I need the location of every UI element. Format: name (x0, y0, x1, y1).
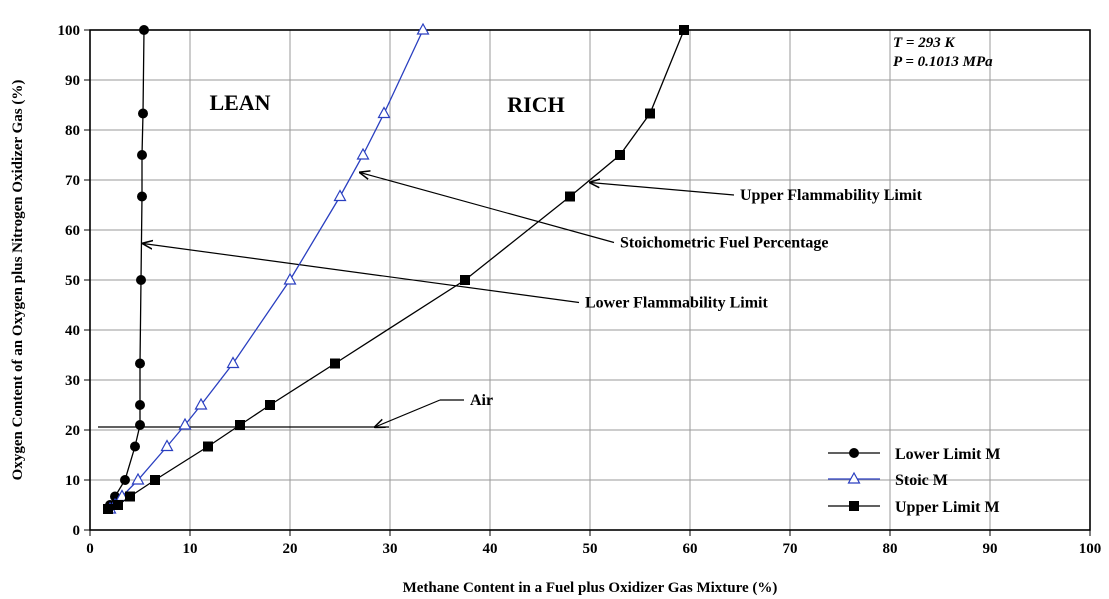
x-tick-label: 20 (283, 541, 298, 557)
data-point (139, 25, 149, 35)
data-point (356, 147, 370, 160)
data-point (137, 150, 147, 160)
y-tick-label: 80 (65, 123, 80, 139)
data-point (203, 441, 213, 452)
annotation-arrow (375, 399, 441, 427)
data-point (131, 472, 145, 485)
y-tick-label: 60 (65, 223, 80, 239)
x-tick-label: 10 (183, 541, 198, 557)
pressure-condition: P = 0.1013 MPa (893, 54, 993, 70)
annotation-arrow (590, 183, 735, 196)
data-point (333, 189, 347, 202)
series-line (107, 29, 145, 510)
series-line (107, 29, 685, 510)
data-point (178, 417, 192, 430)
data-point (377, 106, 391, 119)
annotation-arrow (360, 173, 615, 244)
annotation-arrow (143, 244, 580, 304)
x-tick-label: 80 (883, 541, 898, 557)
y-tick-label: 20 (65, 423, 80, 439)
x-tick-label: 90 (983, 541, 998, 557)
region-rich-label: RICH (507, 92, 564, 117)
data-point (235, 420, 245, 430)
data-point (160, 439, 174, 452)
data-point (226, 356, 240, 369)
y-tick-label: 0 (73, 523, 81, 539)
annotations: Upper Flammability Limit Stoichometric Fu… (98, 173, 923, 428)
data-point (416, 22, 430, 35)
y-tick-label: 90 (65, 73, 80, 89)
data-point (103, 504, 113, 514)
legend-label: Stoic M (895, 472, 948, 489)
grid (90, 30, 1090, 530)
legend: Lower Limit M Stoic M Upper Limit M (828, 446, 1000, 516)
series (103, 22, 689, 514)
x-tick-label: 100 (1079, 541, 1102, 557)
x-tick-label: 30 (383, 541, 398, 557)
data-point (137, 191, 147, 202)
x-tick-label: 50 (583, 541, 598, 557)
data-point (565, 191, 575, 202)
data-point (460, 275, 470, 285)
axes: 0 10 20 30 40 50 60 70 80 90 100 0 10 20 30 40 50 60 70 80 9… (58, 23, 1102, 557)
temperature-condition: T = 293 K (893, 35, 955, 51)
data-point (113, 500, 123, 510)
y-tick-label: 10 (65, 473, 80, 489)
data-point (135, 400, 145, 410)
legend-marker (847, 471, 861, 484)
data-point (125, 491, 135, 502)
data-point (120, 475, 130, 485)
y-tick-label: 100 (58, 23, 81, 39)
annotation-label: Air (470, 392, 493, 409)
x-tick-label: 0 (86, 541, 94, 557)
legend-marker (849, 501, 859, 511)
annotation-label: Stoichometric Fuel Percentage (620, 235, 829, 252)
data-point (135, 420, 145, 430)
annotation-label: Upper Flammability Limit (740, 187, 923, 204)
y-tick-label: 40 (65, 323, 80, 339)
annotation-label: Lower Flammability Limit (585, 295, 768, 312)
x-tick-label: 60 (683, 541, 698, 557)
labels: Methane Content in a Fuel plus Oxidizer … (10, 35, 993, 596)
data-point (194, 397, 208, 410)
data-point (138, 108, 148, 119)
legend-marker (849, 448, 859, 458)
series-circle (103, 25, 149, 514)
x-tick-label: 40 (483, 541, 498, 557)
legend-label: Upper Limit M (895, 499, 1000, 516)
data-point (135, 358, 145, 369)
x-axis-title: Methane Content in a Fuel plus Oxidizer … (403, 580, 778, 596)
data-point (265, 400, 275, 410)
data-point (150, 475, 160, 485)
data-point (679, 25, 689, 35)
plot-frame (89, 29, 1091, 531)
x-tick-label: 70 (783, 541, 798, 557)
data-point (645, 108, 655, 119)
series-square (103, 25, 689, 514)
y-tick-label: 50 (65, 273, 80, 289)
data-point (130, 441, 140, 452)
region-lean-label: LEAN (209, 90, 270, 115)
data-point (136, 275, 146, 285)
y-tick-label: 30 (65, 373, 80, 389)
y-tick-label: 70 (65, 173, 80, 189)
data-point (615, 150, 625, 160)
y-axis-title: Oxygen Content of an Oxygen plus Nitroge… (10, 80, 26, 481)
data-point (330, 358, 340, 369)
data-point (283, 272, 297, 285)
legend-label: Lower Limit M (895, 446, 1000, 463)
